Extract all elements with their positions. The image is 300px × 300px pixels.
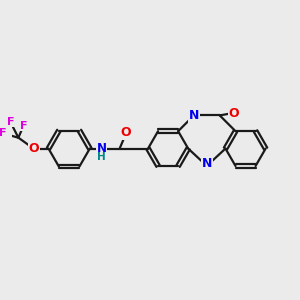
Text: N: N: [189, 109, 199, 122]
Text: O: O: [29, 142, 40, 155]
Text: N: N: [202, 157, 212, 170]
Text: F: F: [7, 117, 14, 127]
Text: F: F: [20, 121, 27, 130]
Text: H: H: [98, 152, 106, 162]
Text: N: N: [97, 142, 107, 155]
Text: O: O: [121, 126, 131, 139]
Text: O: O: [229, 106, 239, 120]
Text: F: F: [0, 128, 6, 138]
